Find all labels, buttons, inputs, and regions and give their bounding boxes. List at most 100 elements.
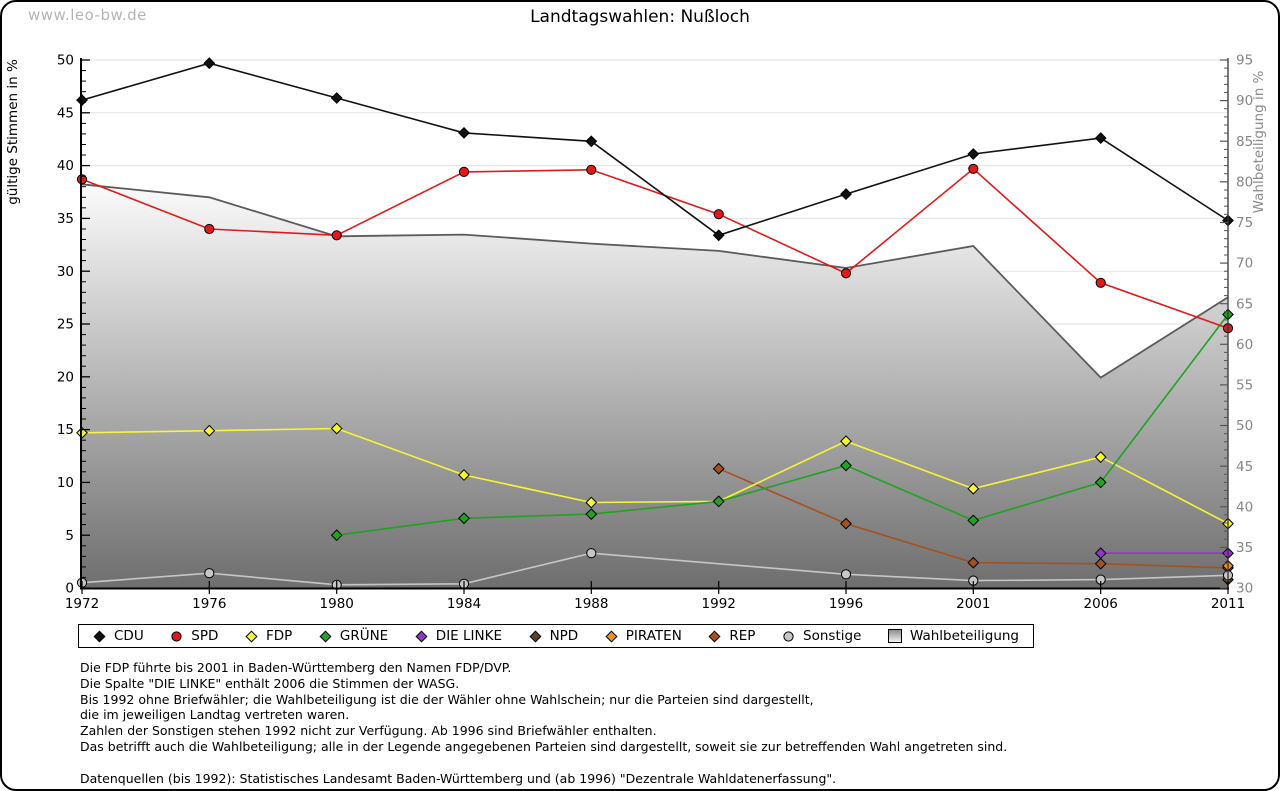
legend-item-die-linke: DIE LINKE <box>415 628 502 644</box>
fdp-marker-icon <box>245 629 258 643</box>
series-marker-spd <box>204 223 215 235</box>
svg-text:10: 10 <box>57 475 74 491</box>
series-line-fdp <box>81 427 1229 525</box>
x-tick-label: 1988 <box>574 596 608 612</box>
series-marker-fdp <box>330 422 343 435</box>
svg-text:75: 75 <box>1236 215 1253 231</box>
cdu-marker-icon <box>93 629 106 643</box>
series-marker-rep <box>967 556 980 569</box>
series-marker-grüne <box>712 495 725 508</box>
legend-label: FDP <box>265 628 293 644</box>
svg-text:50: 50 <box>1236 418 1253 434</box>
svg-text:5: 5 <box>65 528 74 544</box>
rep-marker-icon <box>708 629 721 643</box>
footnote-line: Die Spalte "DIE LINKE" enthält 2006 die … <box>80 675 460 691</box>
x-tick-label: 1980 <box>320 596 354 612</box>
legend-label: REP <box>729 628 756 644</box>
svg-text:90: 90 <box>1236 93 1253 109</box>
npd-marker-icon <box>529 629 542 643</box>
watermark: www.leo-bw.de <box>28 6 147 24</box>
svg-text:30: 30 <box>57 264 74 280</box>
data-source-line: Datenquellen (bis 1992): Statistisches L… <box>80 770 837 786</box>
series-marker-grüne <box>585 508 598 521</box>
series-marker-fdp <box>967 482 980 495</box>
legend-item-npd: NPD <box>529 628 579 644</box>
legend: CDU SPD FDP GRÜNE DIE LINKE NPD PIRATEN REP Sons… <box>78 624 1034 648</box>
svg-text:55: 55 <box>1236 378 1253 394</box>
series-marker-spd <box>968 163 979 174</box>
legend-item-sonstige: Sonstige <box>782 628 861 644</box>
svg-text:60: 60 <box>1236 337 1253 353</box>
svg-text:70: 70 <box>1236 256 1253 272</box>
series-marker-fdp <box>203 424 216 437</box>
x-tick-label: 1972 <box>65 596 99 612</box>
series-line-grüne <box>336 314 1229 536</box>
series-marker-rep <box>840 517 852 530</box>
footnote-line: Bis 1992 ohne Briefwähler; die Wahlbetei… <box>80 691 814 707</box>
series-marker-cdu <box>458 126 470 139</box>
participation-line <box>81 183 1229 379</box>
spd-marker-icon <box>171 630 182 642</box>
x-tick-label: 1984 <box>447 596 481 612</box>
svg-text:30: 30 <box>1236 581 1253 597</box>
sonstige-marker-icon <box>783 630 794 642</box>
legend-label: CDU <box>114 628 144 644</box>
series-marker-sonstige <box>586 548 597 559</box>
left-axis-title: gültige Stimmen in % <box>5 59 21 205</box>
participation-area <box>82 184 1228 589</box>
wahlbeteiligung-swatch-icon <box>887 629 902 643</box>
legend-item-rep: REP <box>708 628 755 644</box>
legend-item-cdu: CDU <box>93 628 144 644</box>
svg-text:15: 15 <box>57 422 74 438</box>
svg-text:40: 40 <box>1236 499 1253 515</box>
legend-label: Sonstige <box>803 628 862 644</box>
svg-text:80: 80 <box>1236 174 1253 190</box>
x-tick-label: 2011 <box>1211 596 1245 612</box>
svg-text:50: 50 <box>57 53 74 69</box>
legend-label: SPD <box>191 628 219 644</box>
x-tick-label: 1992 <box>702 596 736 612</box>
legend-item-fdp: FDP <box>245 628 292 644</box>
right-axis-title: Wahlbeteiligung in % <box>1251 70 1267 213</box>
svg-text:35: 35 <box>57 211 74 227</box>
piraten-marker-icon <box>605 629 618 643</box>
chart-title: Landtagswahlen: Nußloch <box>530 7 750 27</box>
x-tick-label: 1976 <box>192 596 226 612</box>
svg-text:20: 20 <box>57 369 74 385</box>
chart-svg: 0 5 10 15 20 25 30 35 40 45 50 30 35 40 45 50 55 60 65 70 75… <box>5 53 1267 612</box>
footnote-line: Die FDP führte bis 2001 in Baden-Württem… <box>80 660 512 675</box>
series-marker-cdu <box>840 188 852 201</box>
svg-text:25: 25 <box>57 317 74 333</box>
legend-label: PIRATEN <box>625 628 682 644</box>
series-line-spd <box>81 167 1229 329</box>
series-marker-cdu <box>330 92 343 104</box>
series-marker-fdp <box>458 469 470 481</box>
legend-label: NPD <box>549 628 579 644</box>
series-marker-cdu <box>712 229 725 242</box>
series-marker-spd <box>331 230 342 241</box>
svg-text:95: 95 <box>1236 53 1253 69</box>
legend-item-piraten: PIRATEN <box>605 628 682 644</box>
series-marker-rep <box>1094 557 1107 570</box>
series-marker-sonstige <box>840 569 852 580</box>
series-marker-fdp <box>840 435 852 448</box>
svg-text:0: 0 <box>65 581 74 597</box>
series-line-cdu <box>81 62 1229 237</box>
svg-text:45: 45 <box>1236 459 1253 475</box>
series-marker-spd <box>1095 277 1106 288</box>
series-marker-grüne <box>458 512 470 525</box>
series-marker-spd <box>586 164 597 175</box>
election-line-chart: 0 5 10 15 20 25 30 35 40 45 50 30 35 40 45 50 55 60 65 70 75… <box>5 53 1267 612</box>
x-tick-label: 2006 <box>1084 596 1118 612</box>
series-marker-spd <box>840 268 852 279</box>
series-marker-spd <box>458 166 470 177</box>
series-marker-rep <box>712 462 725 475</box>
series-marker-cdu <box>203 57 216 70</box>
svg-text:85: 85 <box>1236 134 1253 150</box>
footnote-line: Zahlen der Sonstigen stehen 1992 nicht z… <box>80 723 657 739</box>
footnote-line: Das betrifft auch die Wahlbeteiligung; a… <box>80 738 1008 754</box>
series-marker-fdp <box>585 496 598 509</box>
series-marker-grüne <box>1094 476 1107 489</box>
svg-text:45: 45 <box>57 105 74 121</box>
svg-text:35: 35 <box>1236 540 1253 556</box>
